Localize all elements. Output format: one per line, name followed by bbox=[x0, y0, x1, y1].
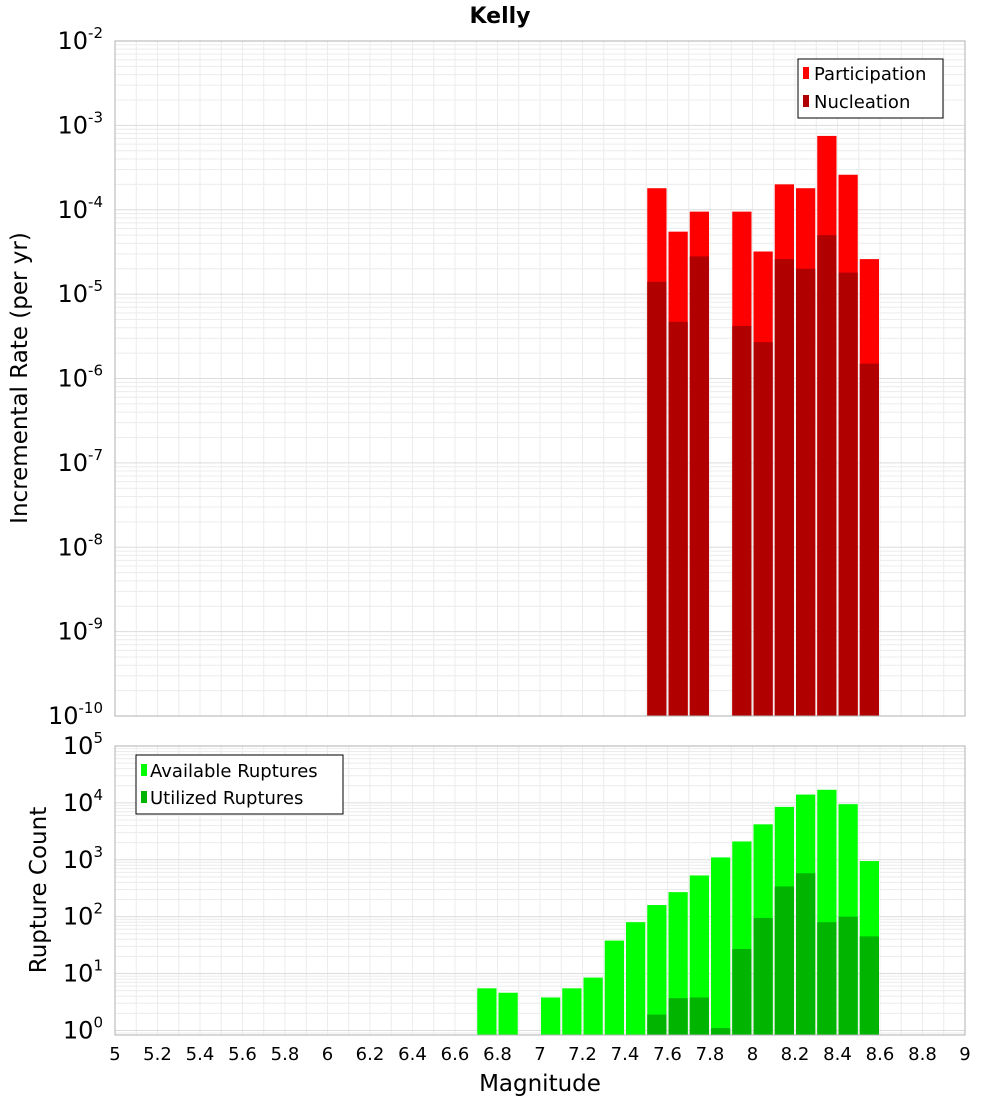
top-bars bbox=[647, 135, 879, 717]
y-tick-label: 10-8 bbox=[57, 530, 103, 561]
bar-available-ruptures bbox=[583, 977, 603, 1035]
bar-utilized-ruptures bbox=[732, 949, 752, 1035]
x-tick-label: 5.8 bbox=[271, 1044, 300, 1065]
x-tick-label: 6.2 bbox=[356, 1044, 385, 1065]
x-tick-label: 6 bbox=[322, 1044, 333, 1065]
bar-nucleation bbox=[838, 272, 858, 716]
bar-nucleation bbox=[753, 342, 773, 716]
x-tick-label: 6.4 bbox=[398, 1044, 427, 1065]
bar-utilized-ruptures bbox=[859, 936, 879, 1035]
legend-label-nucleation: Nucleation bbox=[814, 92, 910, 113]
bar-available-ruptures bbox=[626, 922, 646, 1035]
x-tick-label: 8 bbox=[747, 1044, 758, 1065]
bar-nucleation bbox=[817, 235, 837, 716]
y-tick-label: 104 bbox=[63, 786, 103, 817]
bar-utilized-ruptures bbox=[817, 922, 837, 1035]
x-tick-label: 5.4 bbox=[186, 1044, 215, 1065]
y-tick-label: 10-2 bbox=[57, 24, 103, 55]
bar-utilized-ruptures bbox=[838, 916, 858, 1035]
y-tick-label: 101 bbox=[63, 957, 103, 988]
bar-nucleation bbox=[859, 363, 879, 716]
legend-label-participation: Participation bbox=[814, 64, 926, 85]
x-tick-label: 7.6 bbox=[653, 1044, 682, 1065]
y-tick-label: 10-5 bbox=[57, 277, 103, 308]
y-tick-label: 102 bbox=[63, 900, 103, 931]
x-tick-label: 5 bbox=[109, 1044, 120, 1065]
x-tick-label: 7.8 bbox=[696, 1044, 725, 1065]
top-panel: 10-10 10-9 10-8 10-7 10-6 10-5 10-4 10-3 10-2 In… bbox=[7, 24, 966, 730]
x-tick-label: 8.6 bbox=[866, 1044, 895, 1065]
top-legend-box bbox=[797, 58, 944, 119]
x-tick-label: 9 bbox=[959, 1044, 970, 1065]
bar-nucleation bbox=[689, 256, 709, 716]
x-axis-label: Magnitude bbox=[479, 1071, 601, 1097]
x-tick-label: 8.2 bbox=[781, 1044, 810, 1065]
top-legend: Participation Nucleation bbox=[797, 58, 944, 119]
bar-utilized-ruptures bbox=[753, 917, 773, 1035]
y-tick-label: 10-10 bbox=[48, 699, 103, 730]
y-tick-label: 10-3 bbox=[57, 108, 103, 139]
bar-available-ruptures bbox=[604, 940, 624, 1035]
x-tick-label: 7 bbox=[534, 1044, 545, 1065]
y-tick-label: 103 bbox=[63, 843, 103, 874]
y-tick-label: 105 bbox=[63, 729, 103, 760]
bar-available-ruptures bbox=[562, 988, 582, 1035]
bar-nucleation bbox=[732, 325, 752, 716]
x-tick-label: 7.2 bbox=[568, 1044, 597, 1065]
y-tick-label: 10-9 bbox=[57, 615, 103, 646]
legend-swatch-utilized-ruptures bbox=[141, 791, 147, 803]
legend-swatch-participation bbox=[803, 67, 809, 79]
bar-available-ruptures bbox=[498, 992, 518, 1035]
bar-utilized-ruptures bbox=[689, 997, 709, 1035]
bar-available-ruptures bbox=[711, 857, 731, 1035]
x-tick-label: 6.8 bbox=[483, 1044, 512, 1065]
top-y-ticks: 10-10 10-9 10-8 10-7 10-6 10-5 10-4 10-3 10-2 bbox=[48, 24, 103, 730]
bar-nucleation bbox=[774, 259, 794, 716]
bar-available-ruptures bbox=[689, 875, 709, 1035]
legend-label-utilized-ruptures: Utilized Ruptures bbox=[150, 788, 303, 809]
y-tick-label: 100 bbox=[63, 1013, 103, 1044]
bottom-legend: Available Ruptures Utilized Ruptures bbox=[135, 754, 344, 815]
bar-utilized-ruptures bbox=[668, 998, 688, 1035]
bar-utilized-ruptures bbox=[711, 1028, 731, 1035]
x-tick-label: 8.4 bbox=[823, 1044, 852, 1065]
bottom-panel: 100 101 102 103 104 105 5 5.2 5.4 5.6 5.8 6 6.2 6.4 6… bbox=[26, 729, 971, 1097]
top-y-axis-label: Incremental Rate (per yr) bbox=[7, 232, 33, 524]
y-tick-label: 10-7 bbox=[57, 446, 103, 477]
y-tick-label: 10-4 bbox=[57, 193, 103, 224]
bottom-plot-frame bbox=[114, 745, 966, 1036]
x-tick-label: 8.8 bbox=[908, 1044, 937, 1065]
bottom-bars bbox=[477, 789, 879, 1035]
bar-nucleation bbox=[647, 281, 667, 716]
x-tick-label: 5.2 bbox=[143, 1044, 172, 1065]
bar-available-ruptures bbox=[477, 988, 497, 1035]
bottom-legend-box bbox=[135, 754, 344, 815]
bar-utilized-ruptures bbox=[647, 1014, 667, 1035]
bottom-y-ticks: 100 101 102 103 104 105 bbox=[63, 729, 103, 1044]
bar-nucleation bbox=[668, 321, 688, 716]
legend-swatch-available-ruptures bbox=[141, 764, 147, 776]
legend-swatch-nucleation bbox=[803, 95, 809, 107]
chart-title: Kelly bbox=[469, 4, 530, 29]
bar-available-ruptures bbox=[647, 905, 667, 1035]
bar-nucleation bbox=[796, 268, 816, 716]
x-tick-label: 7.4 bbox=[611, 1044, 640, 1065]
bottom-y-axis-label: Rupture Count bbox=[26, 807, 52, 973]
legend-label-available-ruptures: Available Ruptures bbox=[150, 761, 318, 782]
bar-available-ruptures bbox=[541, 997, 561, 1035]
bar-utilized-ruptures bbox=[796, 873, 816, 1035]
x-tick-label: 6.6 bbox=[441, 1044, 470, 1065]
bar-utilized-ruptures bbox=[774, 886, 794, 1035]
x-tick-label: 5.6 bbox=[228, 1044, 257, 1065]
top-grid bbox=[115, 41, 965, 717]
y-tick-label: 10-6 bbox=[57, 362, 103, 393]
top-plot-frame bbox=[114, 40, 966, 717]
x-ticks: 5 5.2 5.4 5.6 5.8 6 6.2 6.4 6.6 6.8 7 7.2 7.4 7.6 7.8 8… bbox=[109, 1044, 970, 1065]
